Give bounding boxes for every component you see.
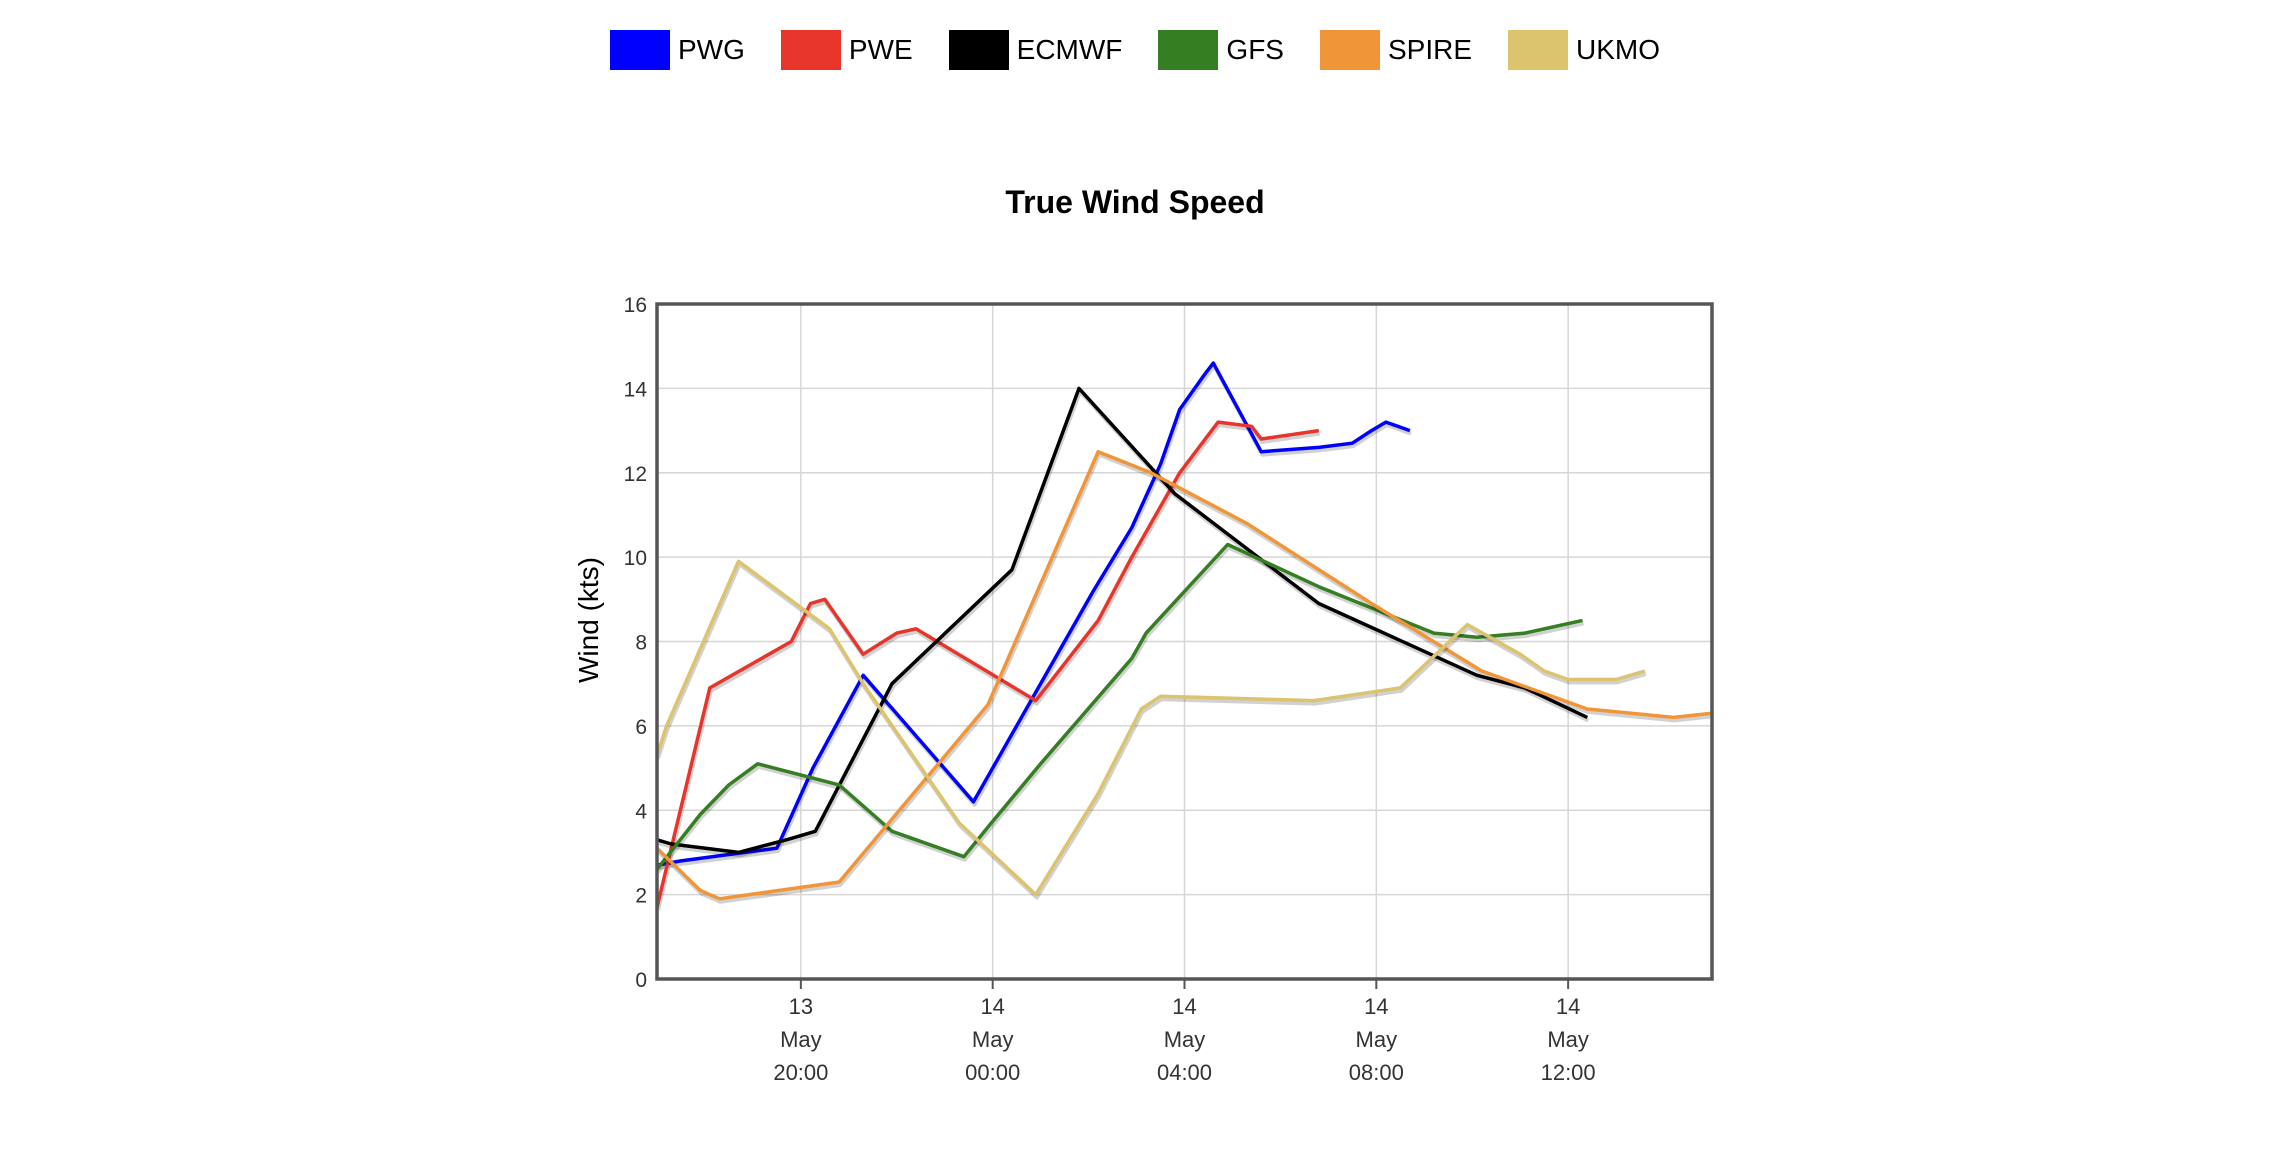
y-tick-label: 16 bbox=[624, 294, 647, 317]
y-tick-label: 4 bbox=[635, 800, 647, 823]
legend-item-gfs: GFS bbox=[1158, 30, 1284, 70]
legend-item-pwe: PWE bbox=[780, 30, 913, 70]
x-tick-label: 08:00 bbox=[1349, 1060, 1404, 1085]
series-line-shadow bbox=[657, 389, 1590, 858]
x-tick-label: 14 bbox=[980, 994, 1004, 1019]
y-tick-label: 2 bbox=[635, 885, 647, 908]
x-tick-label: 13 bbox=[789, 994, 813, 1019]
x-tick-label: 14 bbox=[1364, 994, 1388, 1019]
y-tick-label: 8 bbox=[635, 632, 647, 655]
y-tick-label: 12 bbox=[624, 463, 647, 486]
x-tick-label: 00:00 bbox=[965, 1060, 1020, 1085]
series-line-pwe bbox=[655, 420, 1320, 908]
y-tick-label: 6 bbox=[635, 716, 647, 739]
legend-swatch bbox=[948, 30, 1009, 70]
legend-item-ukmo: UKMO bbox=[1508, 30, 1660, 70]
legend-label: PWE bbox=[848, 34, 913, 65]
x-tick-label: May bbox=[972, 1027, 1014, 1052]
series-line-shadow bbox=[656, 562, 1647, 900]
y-tick-label: 14 bbox=[624, 378, 648, 401]
legend-swatch bbox=[1158, 30, 1219, 70]
x-tick-label: 14 bbox=[1556, 994, 1580, 1019]
series-line-spire bbox=[655, 449, 1713, 901]
y-axis-label: Wind (kts) bbox=[573, 557, 604, 683]
series-line-gfs bbox=[655, 542, 1583, 871]
x-tick-label: May bbox=[1547, 1027, 1589, 1052]
x-tick-label: 12:00 bbox=[1541, 1060, 1596, 1085]
legend-label: SPIRE bbox=[1387, 34, 1473, 65]
series-line-shadow bbox=[656, 545, 1584, 874]
legend-label: PWG bbox=[677, 34, 745, 65]
series-line-shadow bbox=[656, 423, 1321, 911]
series-line-shadow bbox=[656, 452, 1714, 904]
x-tick-label: May bbox=[780, 1027, 822, 1052]
legend-item-pwg: PWG bbox=[609, 30, 745, 70]
x-tick-label: 04:00 bbox=[1157, 1060, 1212, 1085]
legend-label: ECMWF bbox=[1016, 34, 1123, 65]
x-tick-label: May bbox=[1356, 1027, 1398, 1052]
x-tick-label: 14 bbox=[1172, 994, 1196, 1019]
legend-swatch bbox=[1319, 30, 1380, 70]
legend-label: GFS bbox=[1226, 34, 1284, 65]
legend-item-ecmwf: ECMWF bbox=[948, 30, 1123, 70]
legend-label: UKMO bbox=[1576, 34, 1661, 65]
x-tick-label: May bbox=[1164, 1027, 1206, 1052]
legend-swatch bbox=[609, 30, 670, 70]
series-line-ecmwf bbox=[656, 386, 1589, 855]
series-line-pwg bbox=[656, 361, 1411, 867]
y-tick-label: 10 bbox=[624, 547, 647, 570]
chart-legend: PWG PWE ECMWF GFS SPIRE UKMO bbox=[0, 30, 2270, 70]
legend-item-spire: SPIRE bbox=[1319, 30, 1473, 70]
series-line-shadow bbox=[657, 364, 1412, 871]
plot-border bbox=[655, 302, 1714, 981]
legend-swatch bbox=[1508, 30, 1569, 70]
legend-swatch bbox=[780, 30, 841, 70]
x-tick-label: 20:00 bbox=[773, 1060, 828, 1085]
y-tick-label: 0 bbox=[635, 969, 647, 992]
series-line-ukmo bbox=[655, 559, 1646, 897]
chart-title: True Wind Speed bbox=[1005, 184, 1265, 220]
